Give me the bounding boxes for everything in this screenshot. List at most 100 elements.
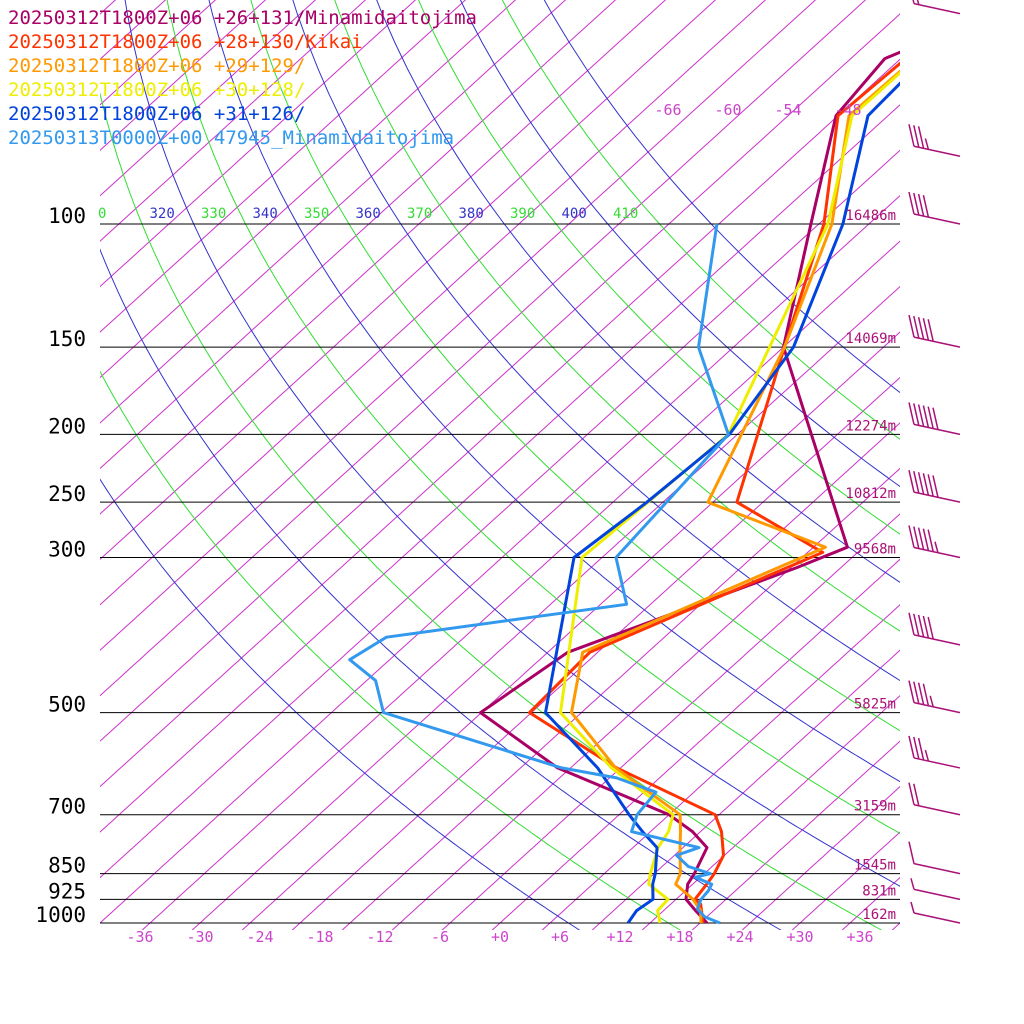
isotherm-line [791,831,900,930]
wind-barb-flag [908,782,915,805]
wind-barb-flag [913,526,920,549]
wind-barb-staff [913,491,961,503]
isotherm-line [100,58,900,788]
temperature-tick-label: +18 [666,928,693,946]
isotherm-line [841,876,900,930]
isotherm-line [191,285,900,930]
wind-barb-flag [908,841,915,864]
pressure-label: 100 [48,204,86,228]
pressure-label: 925 [48,879,86,903]
isotherm-line [100,0,617,470]
upper-temperature-label: -60 [714,101,741,119]
legend-entry: 20250312T1800Z+06 +26+131/Minamidaitojim… [8,7,477,29]
isotherm-line [591,649,900,930]
wind-barb [908,124,961,157]
sounding-line [348,223,730,925]
height-label: 9568m [854,542,896,558]
isotherm-line [100,104,900,833]
upper-temperature-label: -48 [834,101,861,119]
isotherm-line [934,0,1024,938]
wind-barb-flag [927,406,934,429]
height-label: 162m [862,907,896,923]
wind-barb-flag [922,318,930,341]
temperature-tick-label: -24 [246,928,273,946]
wind-barb-flag [922,194,930,218]
wind-barb-half-flag [934,541,939,553]
wind-barb-flag [913,783,920,806]
isotherm-line [541,604,900,930]
temperature-tick-label: +30 [786,928,813,946]
wind-barb-staff [913,634,961,646]
sounding-line [570,69,900,924]
wind-barb-flag [908,191,915,215]
isotherm-line [441,513,900,930]
wind-barb-flag [922,683,930,706]
sounding-line [559,70,900,924]
isotherm-line [391,467,900,930]
wind-barb-flag [917,126,925,149]
legend-entry: 20250312T1800Z+06 +31+126/ [8,103,305,125]
pressure-label: 200 [48,414,86,438]
temperature-tick-label: -36 [126,928,153,946]
wind-barb-flag [908,735,915,759]
legend-entry: 20250312T1800Z+06 +29+129/ [8,55,305,77]
theta-label: 370 [407,206,432,222]
sounding-line [479,50,900,925]
theta-label: 0 [98,206,106,222]
wind-barb [908,191,961,225]
wind-barb-flag [917,682,925,705]
wind-barb-half-flag [910,901,915,914]
wind-barb-staff [913,336,961,348]
wind-barb-flag [913,471,920,494]
isotherm-line [641,695,900,930]
height-label: 16486m [845,208,896,224]
wind-barb [908,841,961,875]
pressure-label: 150 [48,327,86,351]
dry-adiabat-line [124,0,900,887]
temperature-tick-label: +0 [491,928,509,946]
temperature-tick-label: +24 [726,928,753,946]
wind-barb-flag [913,403,920,426]
wind-barb-flag [908,314,915,338]
wind-barb-staff [913,757,961,769]
wind-barb-flag [908,469,915,493]
dry-adiabat-line [208,0,900,783]
temperature-tick-label: +36 [846,928,873,946]
upper-temperature-label: -54 [774,101,801,119]
wind-barb-flag [913,736,920,760]
wind-barb-flag [913,613,920,637]
wind-barb-staff [913,145,961,157]
dry-adiabat-line [334,0,900,632]
dry-adiabat-line [100,478,581,930]
dry-adiabat-line [166,0,900,835]
wind-barb [908,612,961,646]
height-label: 3159m [854,799,896,815]
wind-barb [908,782,961,816]
pressure-label: 500 [48,693,86,717]
isotherm-line [241,331,900,930]
legend: 20250312T1800Z+06 +26+131/Minamidaitojim… [8,7,477,149]
theta-label: 390 [510,206,535,222]
background-grid [100,0,1024,938]
dry-adiabat-line [376,0,900,583]
isotherm-line [100,149,900,879]
wind-barb-flag [932,475,939,498]
wind-barb-flag [917,737,925,761]
wind-barb-staff [913,546,961,559]
wind-barb [912,0,961,15]
wind-barb-flag [908,680,915,703]
dry-adiabat-line [459,0,900,488]
pressure-label: 300 [48,538,86,562]
dry-adiabat-line [292,0,900,682]
wind-barb [908,680,961,714]
height-label: 5825m [854,697,896,713]
wind-barb-half-flag [910,878,915,890]
isotherm-line [891,922,900,930]
temperature-tick-label: +6 [551,928,569,946]
pressure-label: 1000 [35,903,86,927]
dry-adiabat-line [543,0,900,394]
isobar-lines [100,223,900,924]
pressure-label: 700 [48,795,86,819]
wind-barb-flag [908,124,915,147]
